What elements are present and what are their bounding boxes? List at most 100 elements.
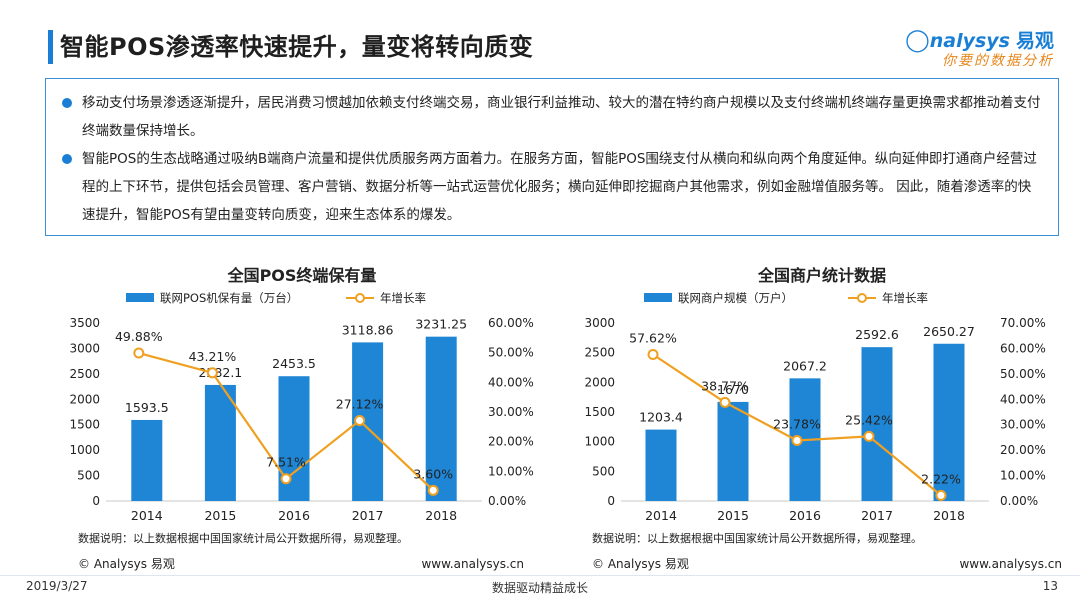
logo-brand-text: nalysys [929, 30, 1010, 52]
y2-tick-label: 50.00% [488, 346, 534, 360]
growth-rate-point [791, 435, 803, 447]
x-tick-label: 2016 [789, 508, 821, 523]
growth-rate-label: 27.12% [336, 397, 384, 412]
copyright-text: © Analysys 易观 [78, 557, 175, 571]
bar-value-label: 1593.5 [125, 400, 169, 415]
growth-rate-point [935, 489, 947, 501]
y2-tick-label: 10.00% [488, 464, 534, 478]
y2-tick-label: 60.00% [1000, 341, 1046, 355]
footer-divider [0, 575, 1080, 576]
bullet-dot-icon [62, 154, 72, 164]
bar [717, 401, 749, 501]
data-note: 数据说明：以上数据根据中国国家统计局公开数据所得，易观整理。 [78, 531, 408, 545]
page-number: 13 [1042, 579, 1058, 593]
summary-bullet: 移动支付场景渗透逐渐提升，居民消费习惯越加依赖支付终端交易，商业银行利益推动、较… [60, 89, 1044, 145]
y2-tick-label: 30.00% [1000, 418, 1046, 432]
x-tick-label: 2018 [425, 508, 457, 523]
bar-value-label: 2592.6 [855, 327, 899, 342]
bar-value-label: 2067.2 [783, 358, 827, 373]
y-tick-label: 1000 [69, 443, 100, 457]
summary-bullet-text: 智能POS的生态战略通过吸纳B端商户流量和提供优质服务两方面着力。在服务方面，智… [82, 151, 1037, 223]
bar [425, 336, 457, 501]
y2-tick-label: 20.00% [488, 435, 534, 449]
y-tick-label: 3500 [69, 316, 100, 330]
growth-rate-point [863, 430, 875, 442]
legend-bar-swatch [126, 293, 154, 302]
copyright-text: © Analysys 易观 [592, 557, 689, 571]
x-tick-label: 2014 [645, 508, 677, 523]
y-tick-label: 500 [77, 469, 100, 483]
x-tick-label: 2017 [861, 508, 893, 523]
x-tick-label: 2015 [717, 508, 749, 523]
growth-rate-point [427, 484, 439, 496]
logo-brand: ◯nalysys 易观 [905, 28, 1054, 53]
growth-rate-label: 25.42% [845, 412, 893, 427]
y-tick-label: 0 [607, 494, 615, 508]
y-tick-label: 2500 [584, 346, 615, 360]
y-tick-label: 500 [592, 464, 615, 478]
bar-value-label: 2453.5 [272, 356, 316, 371]
y-tick-label: 3000 [584, 316, 615, 330]
growth-rate-label: 43.21% [189, 349, 237, 364]
growth-rate-label: 23.78% [773, 417, 821, 432]
bar-value-label: 3231.25 [415, 317, 467, 332]
x-tick-label: 2018 [933, 508, 965, 523]
logo-brand-cn: 易观 [1015, 30, 1054, 52]
website-text: www.analysys.cn [421, 557, 524, 571]
bar [204, 384, 236, 501]
y2-tick-label: 20.00% [1000, 443, 1046, 457]
y-tick-label: 2000 [584, 375, 615, 389]
y-tick-label: 3000 [69, 341, 100, 355]
y2-tick-label: 60.00% [488, 316, 534, 330]
growth-rate-point [647, 348, 659, 360]
page-title: 智能POS渗透率快速提升，量变将转向质变 [60, 33, 534, 61]
legend-line-label: 年增长率 [380, 291, 426, 305]
y2-tick-label: 40.00% [488, 375, 534, 389]
summary-box: 移动支付场景渗透逐渐提升，居民消费习惯越加依赖支付终端交易，商业银行利益推动、较… [45, 78, 1059, 236]
x-tick-label: 2015 [204, 508, 236, 523]
bullet-dot-icon [62, 98, 72, 108]
bar-value-label: 3118.86 [342, 322, 394, 337]
y2-tick-label: 0.00% [488, 494, 526, 508]
growth-rate-label: 57.62% [629, 330, 677, 345]
y2-tick-label: 50.00% [1000, 367, 1046, 381]
growth-rate-label: 7.51% [266, 455, 306, 470]
growth-rate-label: 49.88% [115, 329, 163, 344]
analysys-logo: ◯nalysys 易观 你要的数据分析 [854, 26, 1054, 70]
growth-rate-point [280, 473, 292, 485]
y2-tick-label: 10.00% [1000, 469, 1046, 483]
y-tick-label: 1500 [584, 405, 615, 419]
y2-tick-label: 40.00% [1000, 392, 1046, 406]
growth-rate-label: 3.60% [413, 466, 453, 481]
legend-line-marker [355, 293, 365, 303]
growth-rate-point [719, 396, 731, 408]
data-note: 数据说明：以上数据根据中国国家统计局公开数据所得，易观整理。 [592, 531, 922, 545]
y-tick-label: 2500 [69, 367, 100, 381]
legend-line-marker [857, 293, 867, 303]
growth-rate-label: 2.22% [921, 471, 961, 486]
growth-rate-point [206, 367, 218, 379]
chart-title: 全国商户统计数据 [757, 266, 886, 285]
bar-value-label: 1203.4 [639, 410, 683, 425]
bar [861, 347, 893, 501]
bar [933, 343, 965, 501]
y2-tick-label: 0.00% [1000, 494, 1038, 508]
summary-bullet: 智能POS的生态战略通过吸纳B端商户流量和提供优质服务两方面着力。在服务方面，智… [60, 145, 1044, 229]
y-tick-label: 0 [92, 494, 100, 508]
legend-bar-label: 联网商户规模（万户） [678, 291, 793, 305]
y-tick-label: 2000 [69, 392, 100, 406]
y-tick-label: 1000 [584, 435, 615, 449]
growth-rate-label: 38.77% [701, 378, 749, 393]
x-tick-label: 2016 [278, 508, 310, 523]
y2-tick-label: 30.00% [488, 405, 534, 419]
title-accent-bar [48, 30, 53, 64]
bar-value-label: 2282.1 [199, 365, 243, 380]
bar [645, 429, 677, 501]
footer-date: 2019/3/27 [26, 579, 88, 593]
y-tick-label: 1500 [69, 418, 100, 432]
summary-bullet-text: 移动支付场景渗透逐渐提升，居民消费习惯越加依赖支付终端交易，商业银行利益推动、较… [82, 95, 1041, 139]
legend-line-label: 年增长率 [882, 291, 928, 305]
footer-slogan: 数据驱动精益成长 [491, 581, 588, 595]
x-tick-label: 2014 [131, 508, 163, 523]
